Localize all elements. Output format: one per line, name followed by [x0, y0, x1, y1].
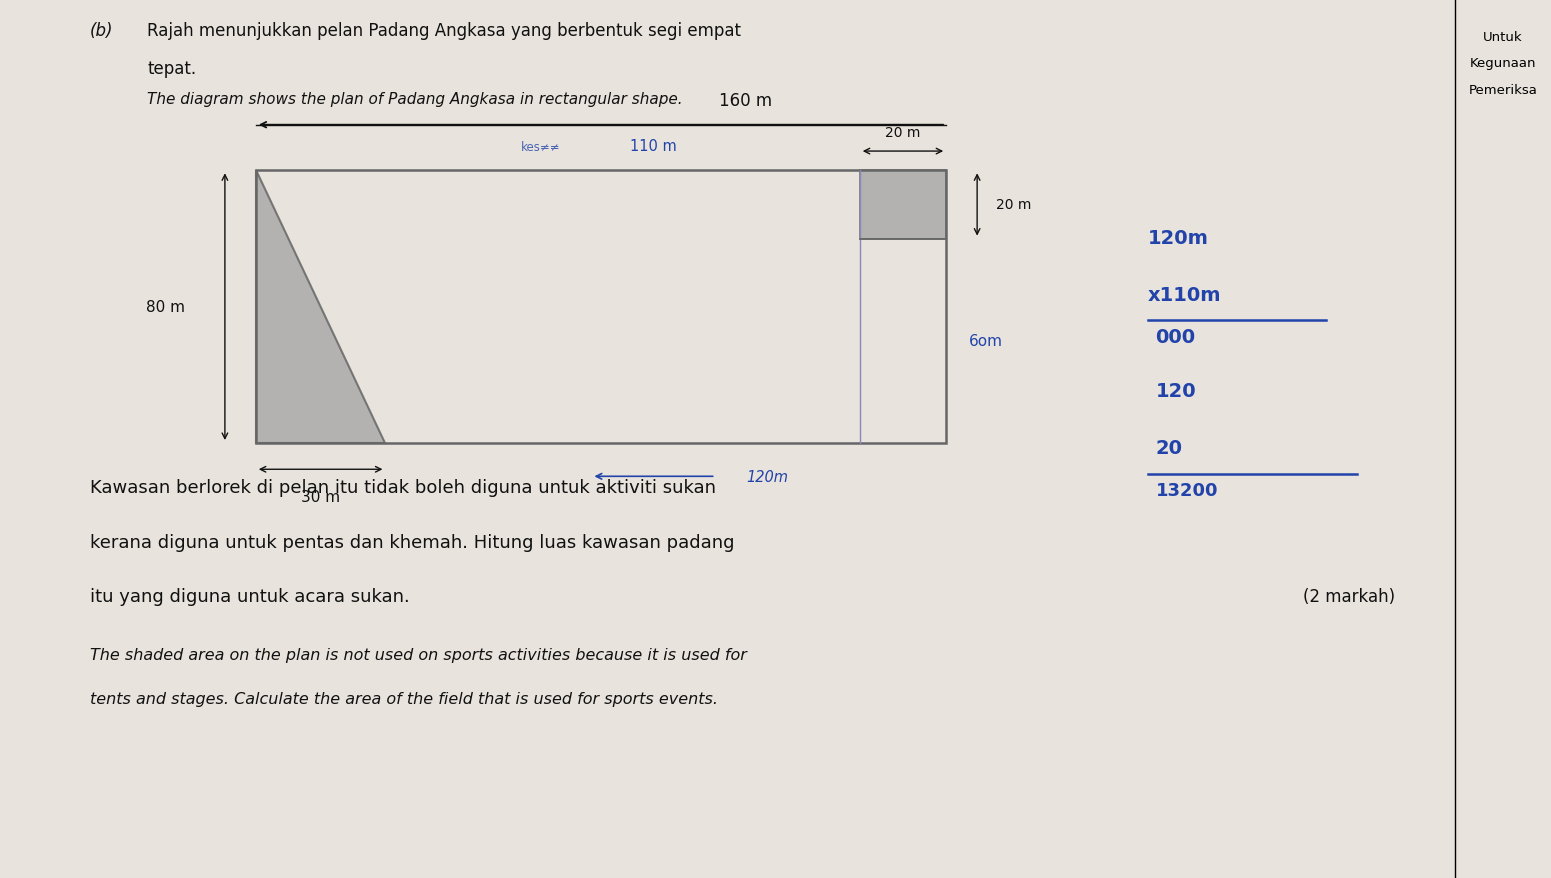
Text: 110 m: 110 m: [630, 139, 676, 154]
Text: 000: 000: [1155, 327, 1196, 347]
Text: 120m: 120m: [1148, 228, 1208, 248]
Text: Kegunaan: Kegunaan: [1470, 57, 1535, 70]
Polygon shape: [256, 171, 385, 443]
Text: tepat.: tepat.: [147, 60, 197, 77]
Text: x110m: x110m: [1148, 285, 1221, 305]
Text: 20: 20: [1155, 439, 1182, 458]
Text: Untuk: Untuk: [1483, 31, 1523, 44]
Polygon shape: [859, 171, 946, 240]
Text: 13200: 13200: [1155, 481, 1218, 499]
Text: Kawasan berlorek di pelan itu tidak boleh diguna untuk aktiviti sukan: Kawasan berlorek di pelan itu tidak bole…: [90, 479, 717, 496]
Text: tents and stages. Calculate the area of the field that is used for sports events: tents and stages. Calculate the area of …: [90, 691, 718, 706]
Text: 30 m: 30 m: [301, 489, 340, 504]
Text: kerana diguna untuk pentas dan khemah. Hitung luas kawasan padang: kerana diguna untuk pentas dan khemah. H…: [90, 533, 735, 551]
Text: itu yang diguna untuk acara sukan.: itu yang diguna untuk acara sukan.: [90, 587, 409, 605]
Text: Pemeriksa: Pemeriksa: [1469, 83, 1537, 97]
Text: (2 markah): (2 markah): [1303, 587, 1394, 605]
Text: 160 m: 160 m: [718, 92, 772, 110]
Text: 6om: 6om: [969, 334, 1003, 349]
Text: 20 m: 20 m: [996, 198, 1031, 212]
Text: Rajah menunjukkan pelan Padang Angkasa yang berbentuk segi empat: Rajah menunjukkan pelan Padang Angkasa y…: [147, 22, 741, 40]
Text: kes≠≠: kes≠≠: [521, 140, 560, 154]
Text: (b): (b): [90, 22, 113, 40]
Text: The shaded area on the plan is not used on sports activities because it is used : The shaded area on the plan is not used …: [90, 647, 748, 662]
Text: 20 m: 20 m: [886, 126, 921, 140]
Text: 120: 120: [1155, 382, 1196, 401]
Text: The diagram shows the plan of Padang Angkasa in rectangular shape.: The diagram shows the plan of Padang Ang…: [147, 92, 682, 107]
Text: 120m: 120m: [746, 469, 788, 485]
Text: 80 m: 80 m: [146, 299, 186, 315]
